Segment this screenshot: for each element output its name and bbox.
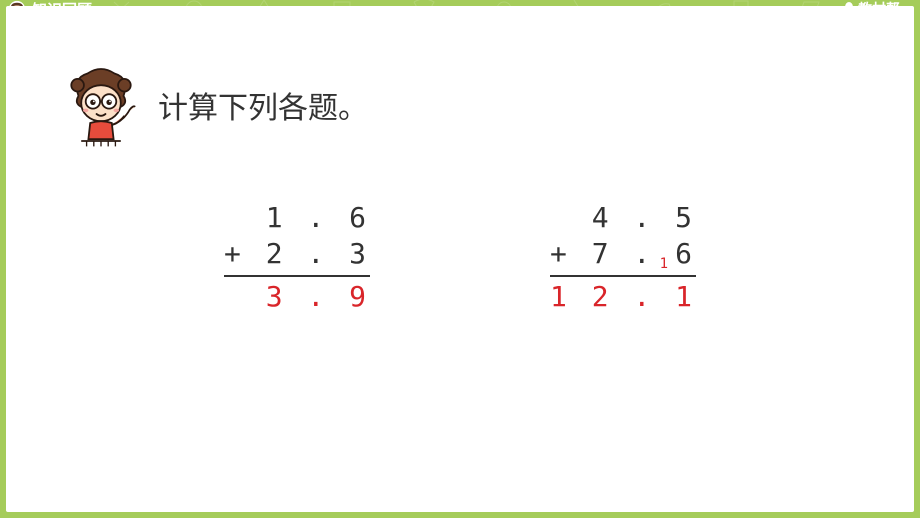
problem-1-answer: 3 . 9 bbox=[224, 279, 370, 315]
problem-2-top: 4 . 5 bbox=[550, 200, 696, 236]
problem-1-bottom: + 2 . 3 bbox=[224, 236, 370, 272]
instruction-text: 计算下列各题。 bbox=[158, 83, 368, 127]
content-wrapper: 计算下列各题。 1 . 6 + 2 . 3 3 . 9 4 . 5 + 7 . … bbox=[6, 30, 914, 335]
problem-1: 1 . 6 + 2 . 3 3 . 9 bbox=[224, 200, 370, 315]
problem-1-rule bbox=[224, 275, 370, 277]
problem-2-carry: 1 bbox=[660, 256, 668, 272]
problem-2: 4 . 5 + 7 . 6 1 1 2 . 1 bbox=[550, 200, 696, 315]
problem-2-bottom: + 7 . 6 bbox=[550, 236, 696, 272]
teacher-illustration bbox=[56, 60, 146, 150]
title-row: 计算下列各题。 bbox=[56, 60, 864, 150]
problem-2-answer: 1 2 . 1 bbox=[550, 279, 696, 315]
slide-frame: 知识回顾 教材帮 bbox=[0, 0, 920, 518]
slide-content-area: 计算下列各题。 1 . 6 + 2 . 3 3 . 9 4 . 5 + 7 . … bbox=[6, 6, 914, 512]
problem-2-rule bbox=[550, 275, 696, 277]
problem-1-top: 1 . 6 bbox=[224, 200, 370, 236]
problems-row: 1 . 6 + 2 . 3 3 . 9 4 . 5 + 7 . 6 1 1 2 … bbox=[56, 200, 864, 315]
